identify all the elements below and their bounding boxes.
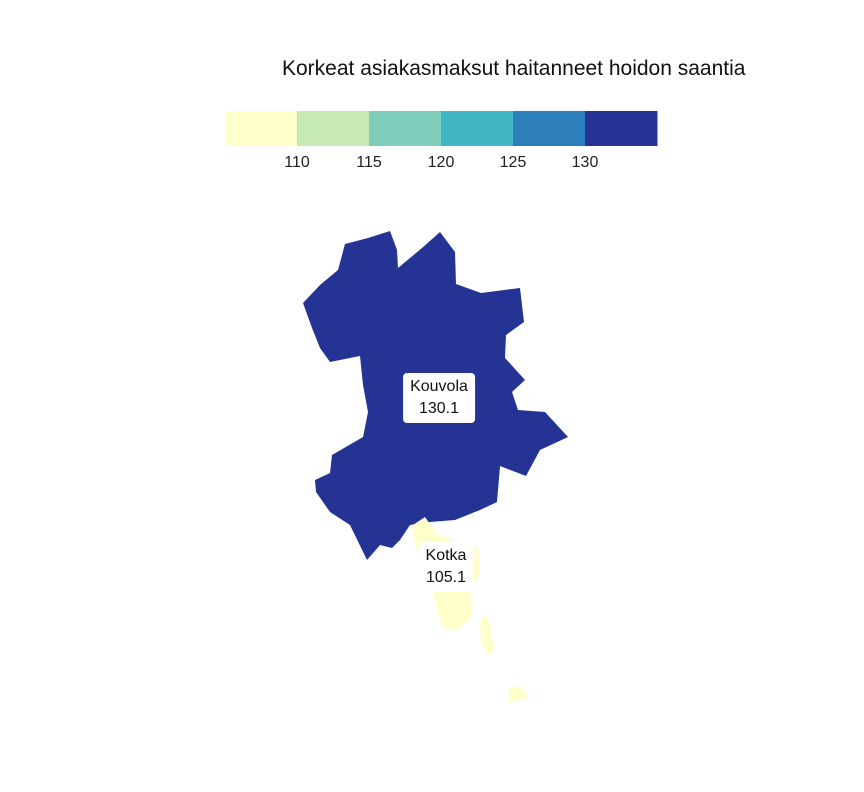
map-title: Korkeat asiakasmaksut haitanneet hoidon … [282,57,746,80]
legend-swatch [513,111,586,146]
kotka-island-east [480,615,494,655]
legend-tick-label: 125 [499,154,527,171]
legend-tick-label: 110 [284,154,310,171]
legend-swatch [441,111,514,146]
legend-swatch [369,111,442,146]
legend-swatch [585,111,658,146]
region-label-kotka: Kotka 105.1 [418,542,474,592]
legend-tick-label: 120 [427,154,455,171]
region-name: Kouvola [410,378,468,395]
region-label-kouvola: Kouvola 130.1 [403,373,475,423]
legend-swatch [225,111,298,146]
kotka-island-south [508,685,530,703]
legend-tick-label: 115 [356,154,382,171]
region-value: 130.1 [418,400,460,417]
legend-tick-label: 130 [571,154,599,171]
legend-color-bar [225,111,658,146]
legend-swatch [297,111,370,146]
region-value: 105.1 [425,569,467,586]
region-name: Kotka [425,547,467,564]
